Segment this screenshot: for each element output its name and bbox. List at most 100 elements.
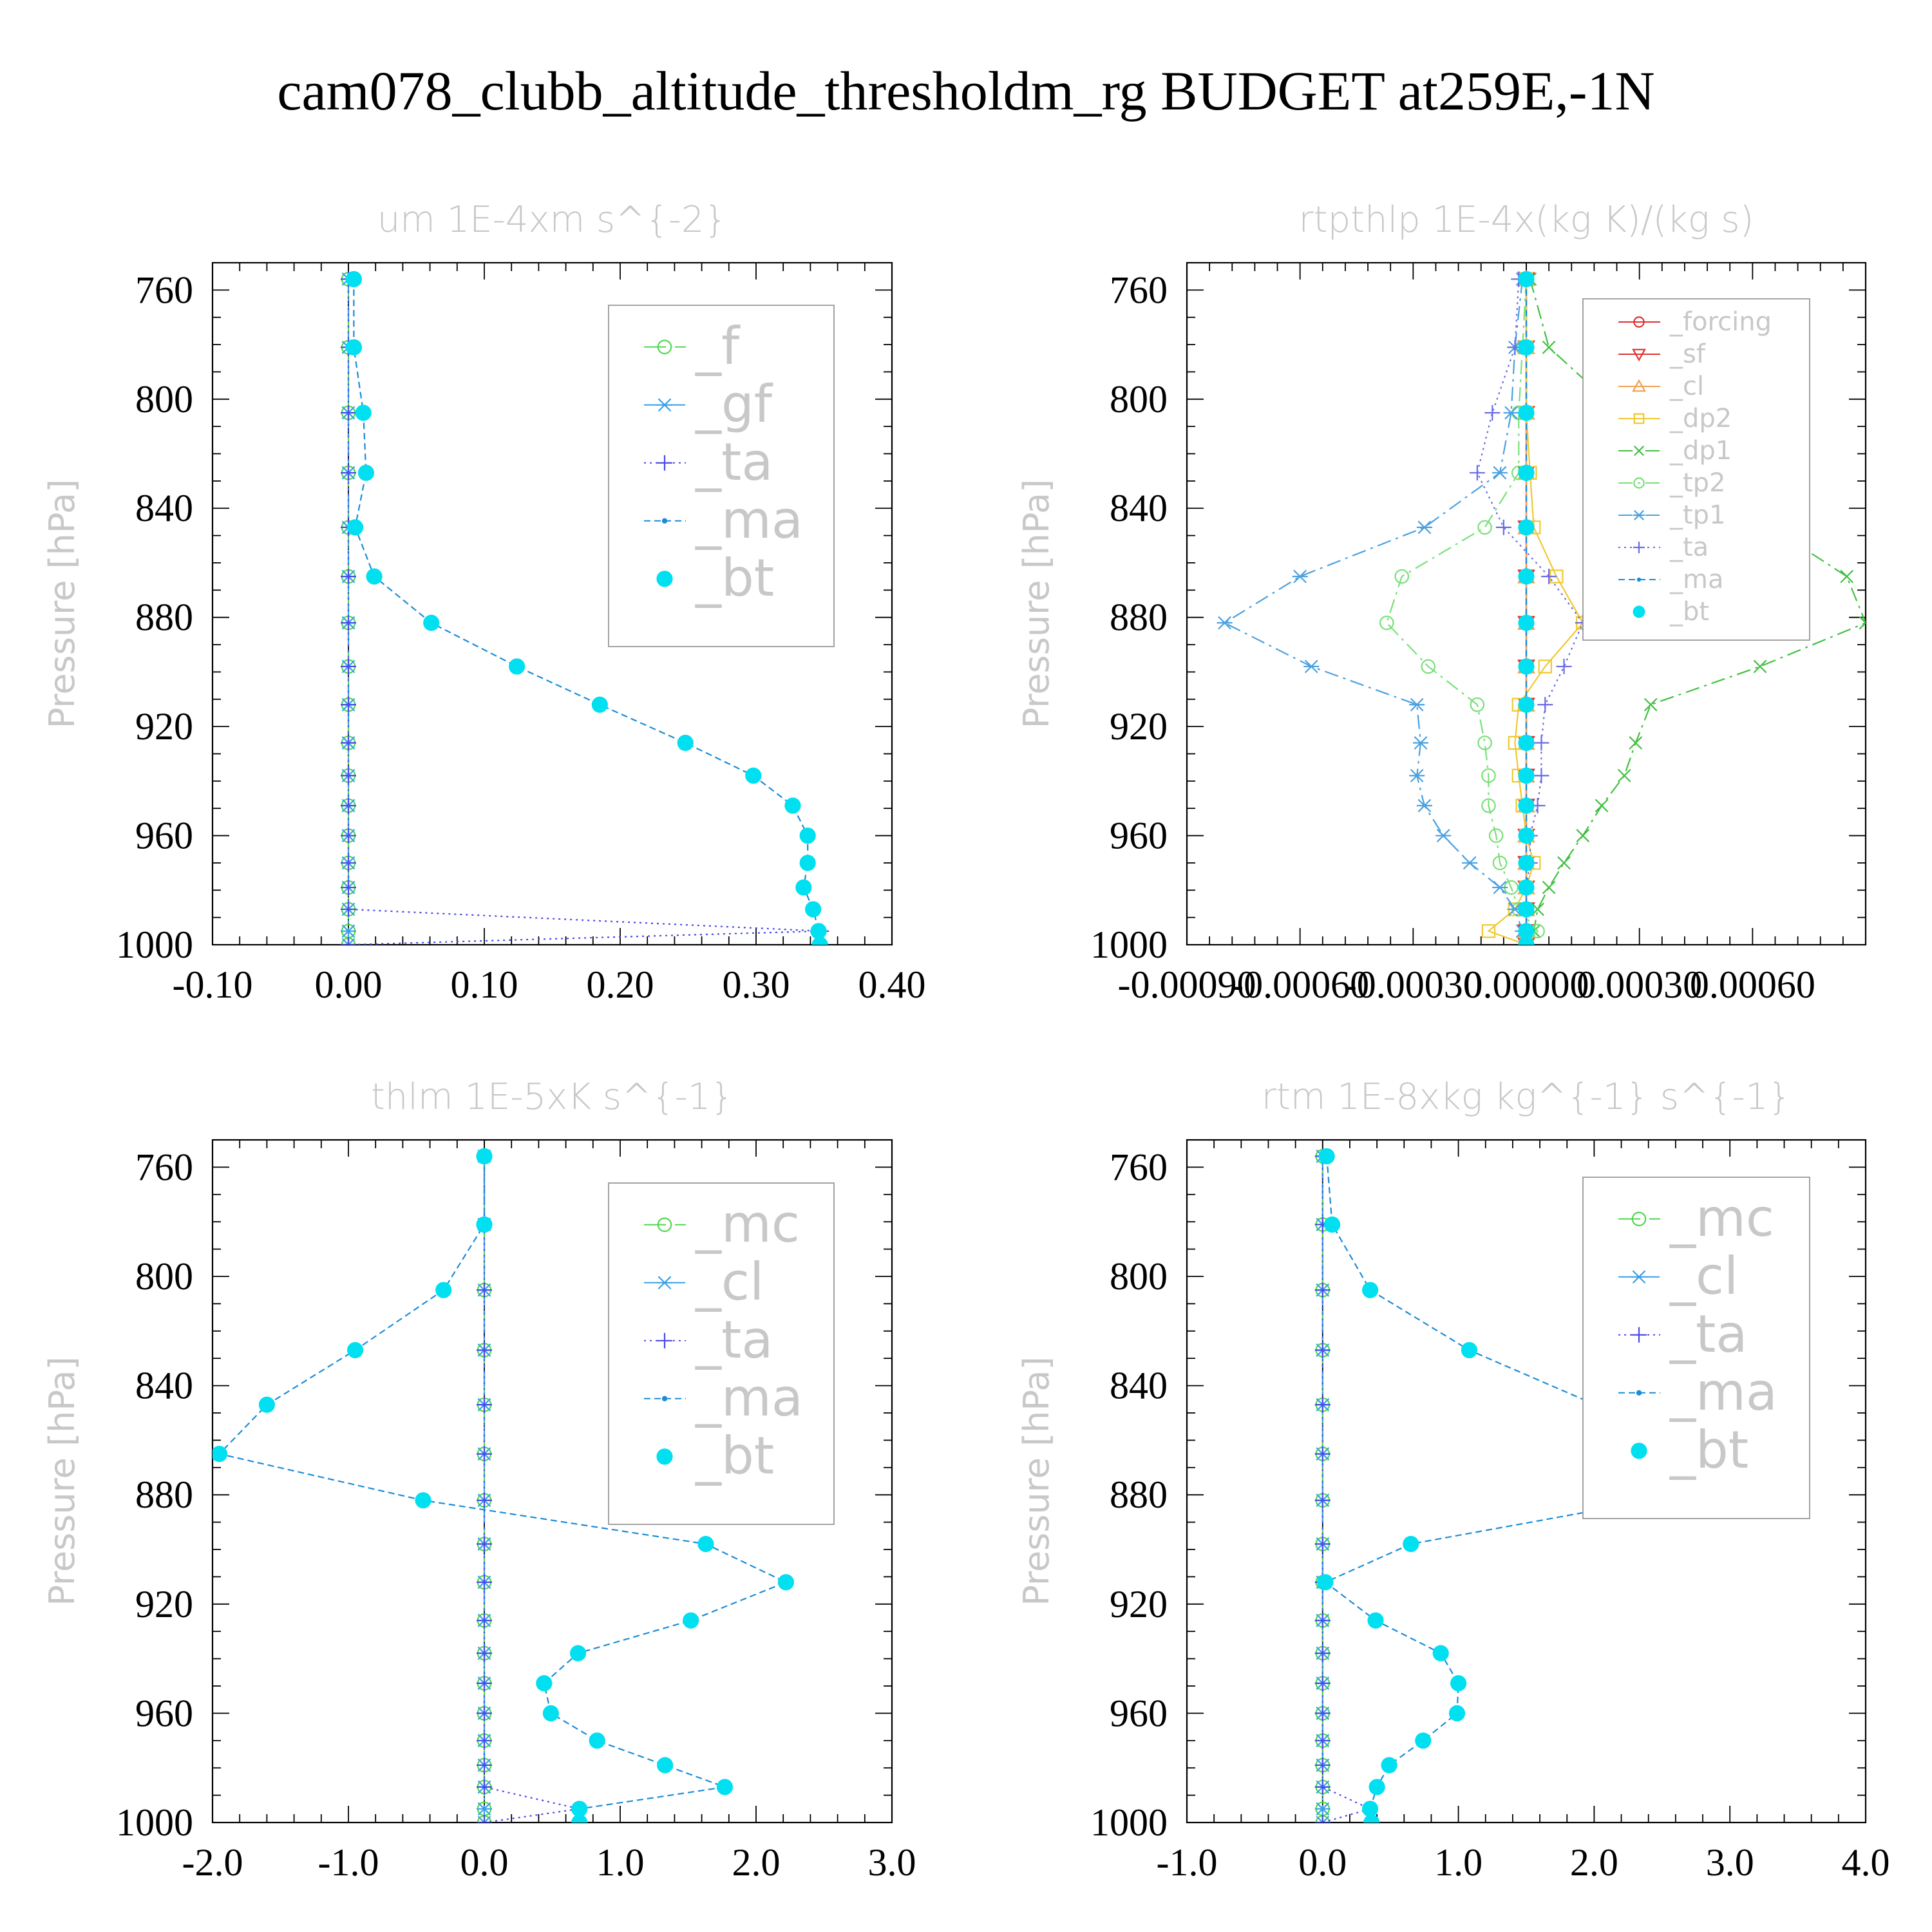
y-tick-label: 920 bbox=[1110, 705, 1168, 748]
data-point bbox=[366, 568, 383, 585]
x-tick-label: 0.30 bbox=[723, 963, 790, 1006]
data-point bbox=[1314, 1779, 1331, 1795]
legend-item: _sf bbox=[1618, 339, 1706, 369]
legend-label: _cl bbox=[1669, 372, 1704, 401]
x-tick-label: 0.0 bbox=[1298, 1841, 1347, 1884]
data-point bbox=[1413, 736, 1429, 750]
series-ta bbox=[1314, 1148, 1378, 1823]
legend: _f_gf_ta_ma_bt bbox=[608, 305, 835, 647]
x-tick-label: 1.0 bbox=[596, 1841, 645, 1884]
data-point bbox=[1629, 736, 1643, 750]
legend-item: _dp2 bbox=[1618, 404, 1732, 433]
x-tick-label: -2.0 bbox=[182, 1841, 243, 1884]
data-point bbox=[341, 924, 356, 938]
data-point bbox=[355, 404, 372, 421]
data-point bbox=[1292, 569, 1308, 583]
data-point bbox=[258, 1396, 275, 1413]
data-point bbox=[810, 923, 827, 940]
data-point bbox=[1557, 856, 1571, 870]
data-point bbox=[1314, 1342, 1331, 1358]
series-ma bbox=[1523, 276, 1530, 945]
y-tick-label: 960 bbox=[135, 815, 193, 857]
data-point bbox=[1469, 465, 1485, 481]
data-point bbox=[477, 1397, 492, 1413]
data-point bbox=[1477, 520, 1492, 535]
data-point bbox=[477, 1492, 492, 1508]
y-tick-label: 1000 bbox=[116, 923, 193, 966]
data-point bbox=[477, 1342, 492, 1358]
data-point bbox=[477, 1282, 492, 1298]
data-point bbox=[345, 270, 363, 288]
y-axis-label: Pressure [hPa] bbox=[42, 1356, 82, 1605]
data-point bbox=[1314, 1815, 1331, 1823]
data-point bbox=[1538, 659, 1552, 674]
data-point bbox=[1576, 829, 1590, 842]
x-tick-label: -0.00030 bbox=[1344, 963, 1482, 1006]
x-tick-label: 2.0 bbox=[732, 1841, 781, 1884]
panels: um 1E-4xm s^{-2} Pressure [hPa] 760 800 840 8… bbox=[42, 199, 1890, 1884]
data-point bbox=[477, 1446, 492, 1462]
data-point bbox=[1317, 1574, 1334, 1591]
data-point bbox=[341, 938, 356, 945]
data-point bbox=[1518, 464, 1535, 481]
legend: _mc_cl_ta_ma_bt bbox=[1582, 1177, 1810, 1519]
data-point bbox=[657, 1757, 674, 1774]
data-point bbox=[1314, 1397, 1331, 1413]
x-tick-label: 2.0 bbox=[1570, 1841, 1618, 1884]
y-tick-label: 920 bbox=[135, 705, 193, 748]
legend-label: _bt bbox=[695, 548, 774, 608]
legend-item: _ta bbox=[1618, 533, 1709, 562]
data-point bbox=[1518, 901, 1535, 918]
series-bt bbox=[345, 270, 828, 945]
panel-title: rtm 1E-8xkg kg^{-1} s^{-1} bbox=[1262, 1076, 1791, 1118]
x-tick-label: -0.00060 bbox=[1231, 963, 1369, 1006]
data-point bbox=[477, 1574, 492, 1590]
data-point bbox=[477, 1732, 492, 1748]
legend-item: _bt bbox=[656, 1426, 774, 1486]
data-point bbox=[1470, 697, 1485, 712]
x-tick-label: -0.10 bbox=[173, 963, 253, 1006]
data-point bbox=[1503, 406, 1519, 420]
data-point bbox=[357, 464, 375, 481]
data-point bbox=[1518, 519, 1535, 536]
legend-label: _ta bbox=[695, 1310, 773, 1370]
legend-label: _forcing bbox=[1669, 307, 1772, 337]
plot-frame bbox=[211, 1139, 893, 1824]
data-point bbox=[477, 1675, 492, 1691]
series-line bbox=[1386, 279, 1539, 945]
data-point bbox=[1314, 1446, 1331, 1462]
legend-item: _forcing bbox=[1618, 307, 1772, 337]
y-tick-label: 760 bbox=[1110, 1146, 1168, 1188]
data-point bbox=[345, 339, 363, 355]
data-point bbox=[1484, 404, 1501, 421]
chart-panel-4: rtm 1E-8xkg kg^{-1} s^{-1} Pressure [hPa]… bbox=[1016, 1076, 1890, 1884]
legend-label: _ta bbox=[1669, 533, 1709, 562]
panel-title: um 1E-4xm s^{-2} bbox=[377, 199, 727, 241]
y-tick-label: 1000 bbox=[1090, 1801, 1168, 1844]
y-tick-label: 800 bbox=[135, 378, 193, 421]
legend-label: _gf bbox=[695, 374, 773, 434]
data-point bbox=[341, 937, 356, 945]
data-point bbox=[1840, 569, 1854, 583]
legend-label: _ta bbox=[695, 432, 773, 492]
legend-label: _bt bbox=[1669, 597, 1709, 627]
data-point bbox=[1314, 1282, 1331, 1298]
y-tick-label: 800 bbox=[1110, 1255, 1168, 1298]
legend-label: _bt bbox=[1669, 1420, 1748, 1480]
data-point bbox=[1753, 659, 1767, 674]
data-point bbox=[805, 901, 822, 918]
legend-label: _dp2 bbox=[1669, 404, 1732, 433]
data-point bbox=[341, 658, 356, 674]
data-point bbox=[542, 1705, 559, 1721]
y-tick-label: 880 bbox=[1110, 596, 1168, 639]
x-tick-label: -1.0 bbox=[1157, 1841, 1218, 1884]
x-tick-label: 0.00000 bbox=[1464, 963, 1589, 1006]
chart-panel-1: um 1E-4xm s^{-2} Pressure [hPa] 760 800 840 8… bbox=[42, 199, 926, 1006]
data-point bbox=[1314, 1732, 1331, 1748]
legend-item: _ta bbox=[1618, 1304, 1747, 1364]
x-tick-label: 4.0 bbox=[1842, 1841, 1890, 1884]
plot-frame bbox=[211, 261, 893, 946]
data-point bbox=[1323, 1216, 1341, 1233]
x-tick-label: -1.0 bbox=[318, 1841, 379, 1884]
y-tick-label: 880 bbox=[1110, 1473, 1168, 1516]
